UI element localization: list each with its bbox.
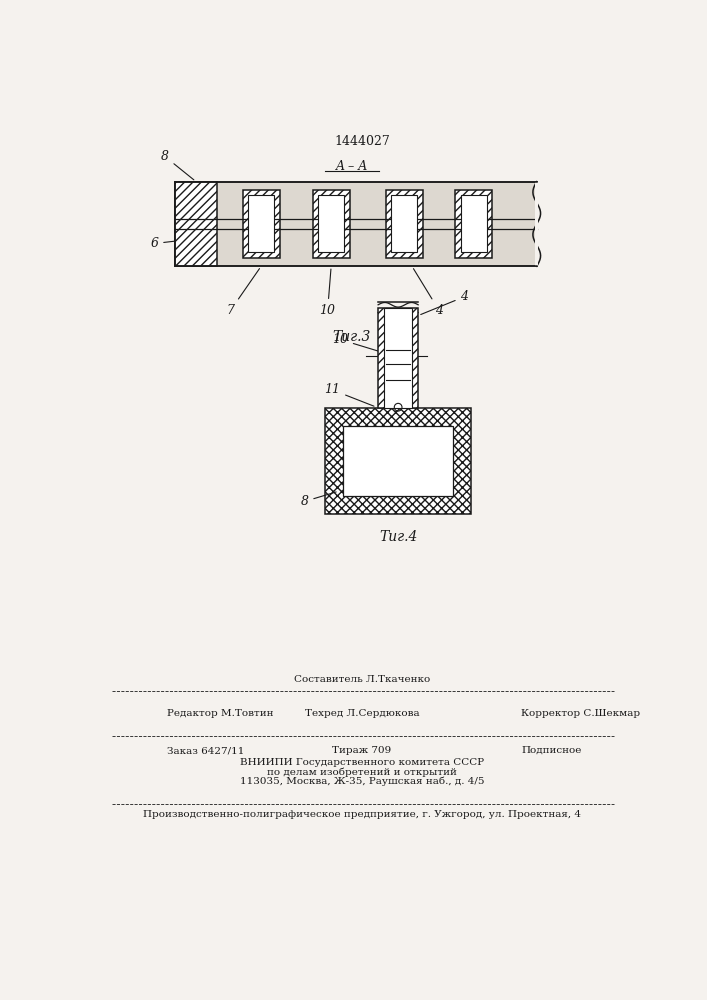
Bar [175, 182, 537, 266]
Text: A – A: A – A [336, 160, 368, 173]
Text: Техред Л.Сердюкова: Техред Л.Сердюкова [305, 709, 419, 718]
Bar [535, 182, 538, 266]
Bar [248, 195, 274, 252]
Bar [378, 308, 418, 408]
Text: 4: 4 [421, 290, 469, 315]
Text: Подписное: Подписное [521, 746, 582, 755]
Text: Τиг.4: Τиг.4 [379, 530, 417, 544]
Bar [312, 190, 350, 258]
Text: 1444027: 1444027 [334, 135, 390, 148]
Bar [243, 190, 279, 258]
Text: по делам изобретений и открытий: по делам изобретений и открытий [267, 767, 457, 777]
Bar [175, 182, 217, 266]
Text: Редактор М.Товтин: Редактор М.Товтин [167, 709, 274, 718]
Text: 4: 4 [414, 269, 443, 317]
Text: Составитель Л.Ткаченко: Составитель Л.Ткаченко [294, 675, 430, 684]
Text: 7: 7 [226, 269, 259, 317]
Bar [325, 408, 472, 514]
Text: 11: 11 [325, 383, 374, 406]
Text: Тираж 709: Тираж 709 [332, 746, 392, 755]
Bar [455, 190, 492, 258]
Text: Заказ 6427/11: Заказ 6427/11 [167, 746, 245, 755]
Bar [318, 195, 344, 252]
Text: Корректор С.Шекмар: Корректор С.Шекмар [521, 709, 641, 718]
Bar [386, 190, 423, 258]
Text: ВНИИПИ Государственного комитета СССР: ВНИИПИ Государственного комитета СССР [240, 758, 484, 767]
Text: 10: 10 [332, 333, 382, 352]
Text: Τиг.3: Τиг.3 [333, 330, 371, 344]
Text: 6: 6 [150, 237, 175, 250]
Text: 113035, Москва, Ж-35, Раушская наб., д. 4/5: 113035, Москва, Ж-35, Раушская наб., д. … [240, 777, 484, 786]
Bar [378, 286, 418, 302]
Bar [344, 426, 452, 496]
Text: б – б: б – б [383, 345, 413, 358]
Bar [460, 195, 486, 252]
Text: 10: 10 [320, 269, 336, 317]
Text: Производственно-полиграфическое предприятие, г. Ужгород, ул. Проектная, 4: Производственно-полиграфическое предприя… [143, 810, 581, 819]
Bar [391, 195, 417, 252]
Text: 8: 8 [300, 492, 337, 508]
Text: 8: 8 [161, 150, 194, 180]
Bar [385, 308, 412, 408]
